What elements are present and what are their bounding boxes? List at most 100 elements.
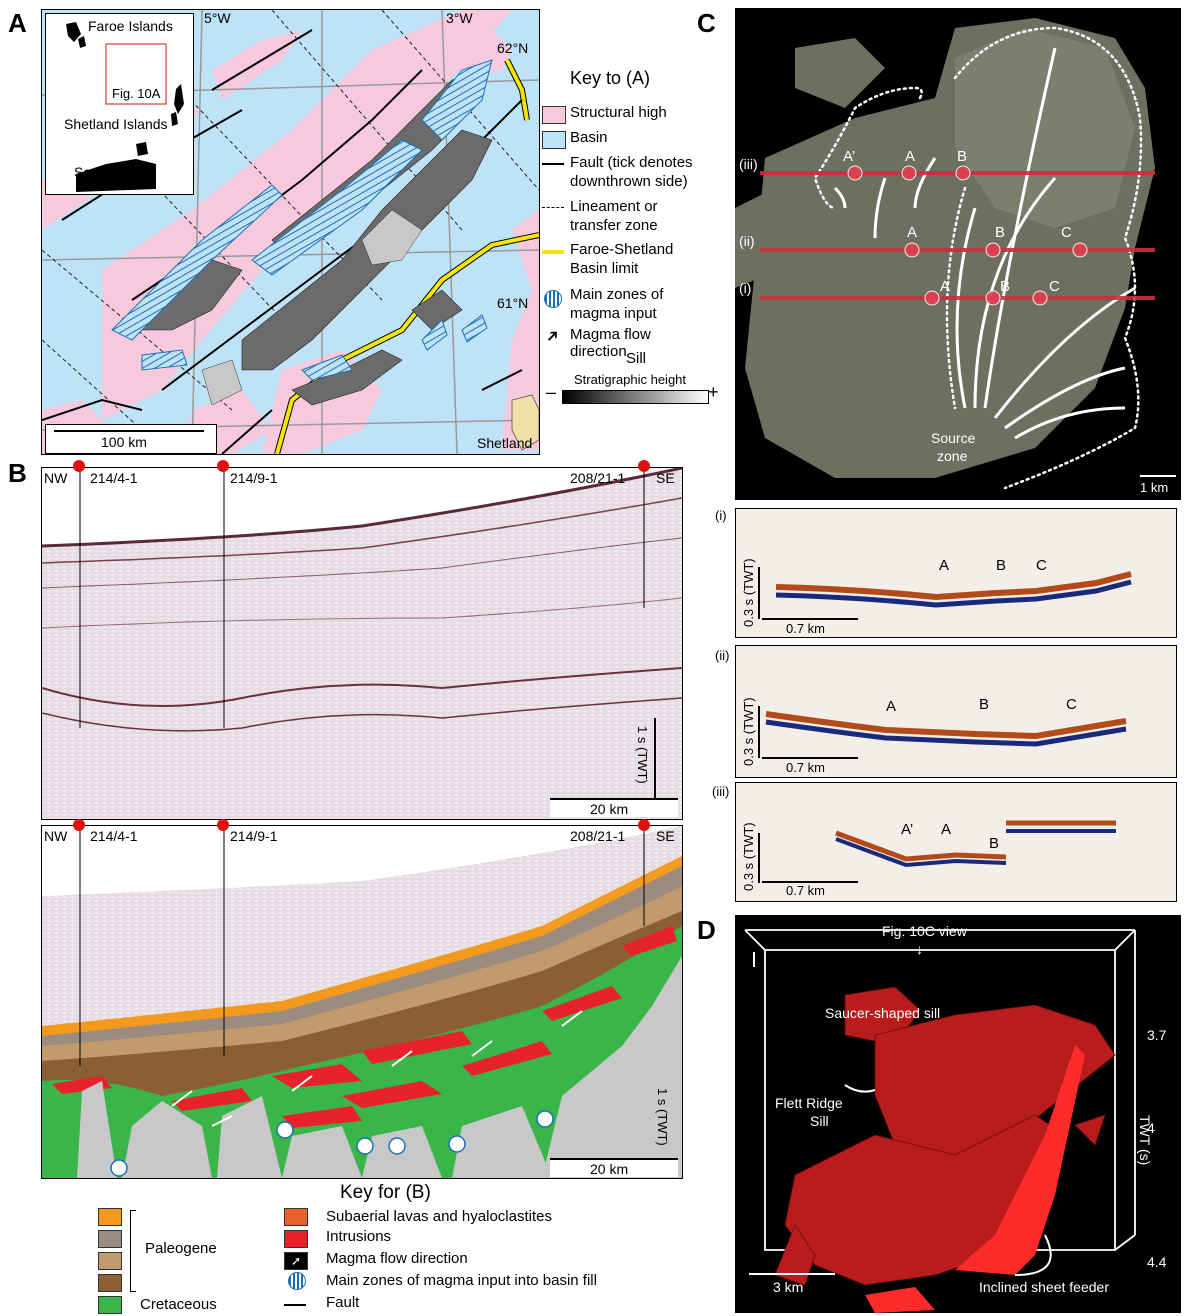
- seismic-raw-se: SE: [656, 470, 675, 486]
- basin-limit-symbol: [542, 250, 564, 254]
- d-view-label: Fig. 10C view: [882, 923, 967, 939]
- magma-input-symbol: [544, 290, 562, 308]
- key-b-intrusions: Intrusions: [326, 1228, 392, 1245]
- seismic-raw-scale: 20 km: [590, 801, 629, 817]
- key-a-fault: Fault (tick denotes: [570, 154, 693, 171]
- key-a-lineament: Lineament or: [570, 198, 658, 215]
- sill-3d-drawing: [744, 929, 1136, 1313]
- map-drawing: [42, 10, 539, 454]
- section-ii-id: (ii): [715, 648, 730, 663]
- key-a-plus: +: [708, 382, 719, 402]
- paleogene-swatch-3: [98, 1252, 122, 1270]
- well-marker: [73, 819, 85, 831]
- section-i-id: (i): [715, 508, 727, 523]
- basin-limit-line: [275, 233, 539, 454]
- inset-shetland: Shetland Islands: [64, 116, 168, 132]
- c-i-c: C: [1049, 278, 1060, 295]
- seismic-interp-nw: NW: [44, 828, 68, 844]
- paleogene-swatch-1: [98, 1208, 122, 1226]
- map-scale-box: 100 km: [45, 424, 217, 454]
- key-a-minus: –: [546, 382, 557, 402]
- c-ii-c: C: [1061, 224, 1072, 241]
- d-tick-44: 4.4: [1147, 1254, 1167, 1270]
- well-marker: [217, 460, 229, 472]
- fault-line-symbol: [284, 1304, 306, 1306]
- lat-61n: 61°N: [497, 295, 529, 311]
- c-scale-label: 1 km: [1140, 480, 1169, 495]
- structural-map: 5°W 3°W 62°N 61°N Shetland 100 km Faroe …: [41, 9, 540, 455]
- flow-arrow-icon: ➚: [284, 1252, 308, 1270]
- c-iii-b: B: [957, 148, 968, 165]
- sec-ii-c: C: [1066, 696, 1077, 713]
- line-ii-label: (ii): [739, 233, 755, 249]
- inset-map: Faroe Islands Fig. 10A Shetland Islands …: [45, 13, 194, 195]
- seismic-interp-well-1: 214/4-1: [90, 828, 138, 844]
- key-a-sill: Sill: [626, 350, 647, 367]
- sec-i-twt: 0.3 s (TWT): [741, 558, 756, 627]
- key-b-magma-input: Main zones of magma input into basin fil…: [326, 1272, 597, 1289]
- key-b-flow: Magma flow direction: [326, 1250, 468, 1267]
- key-a-lineament-2: transfer zone: [570, 217, 658, 234]
- inset-fig: Fig. 10A: [112, 86, 161, 101]
- panel-label-c: C: [697, 8, 716, 38]
- magma-input-icon: [288, 1272, 306, 1290]
- d-saucer-label: Saucer-shaped sill: [825, 1005, 941, 1021]
- key-a-magma-input-2: magma input: [570, 305, 657, 322]
- sec-iii-b: B: [989, 835, 1000, 852]
- seismic-interp-well-3: 208/21-1: [570, 828, 626, 844]
- c-ii-b: B: [995, 224, 1006, 241]
- seismic-subsection-iii: A’ A B 0.3 s (TWT) 0.7 km: [735, 782, 1177, 902]
- key-a-title: Key to (A): [570, 68, 651, 88]
- panel-label-a: A: [8, 8, 27, 38]
- seismic-interp-scale: 20 km: [590, 1161, 629, 1177]
- sec-iii-twt: 0.3 s (TWT): [741, 822, 756, 891]
- key-a-basin-limit-2: Basin limit: [570, 260, 639, 277]
- seismic-raw-nw: NW: [44, 470, 68, 486]
- sec-iii-scale: 0.7 km: [786, 883, 826, 898]
- lava-swatch: [284, 1208, 308, 1226]
- sill-3d-view: Fig. 10C view ↓ Saucer-shaped sill Flett…: [735, 915, 1181, 1313]
- arrow-icon: ➔: [542, 325, 564, 348]
- key-b-lavas: Subaerial lavas and hyaloclastites: [326, 1208, 552, 1225]
- cretaceous-swatch: [98, 1296, 122, 1314]
- down-arrow-icon: ↓: [916, 941, 923, 957]
- sec-i-c: C: [1036, 557, 1047, 574]
- sec-iii-a-prime: A’: [901, 821, 914, 838]
- key-b-paleogene: Paleogene: [145, 1240, 217, 1257]
- seismic-subsection-i: A B C 0.3 s (TWT) 0.7 km: [735, 508, 1177, 638]
- shetland-land: [511, 394, 539, 451]
- paleogene-bracket: [130, 1210, 136, 1292]
- intrusion-swatch: [284, 1230, 308, 1248]
- map-scale-label: 100 km: [101, 434, 147, 450]
- seismic-raw-well-2: 214/9-1: [230, 470, 278, 486]
- key-a-structural-high: Structural high: [570, 104, 667, 121]
- seismic-raw-well-1: 214/4-1: [90, 470, 138, 486]
- key-b: Key for (B) Paleogene Cretaceous Subaeri…: [90, 1180, 690, 1314]
- shetland-label: Shetland: [477, 435, 533, 451]
- seismic-raw-well-3: 208/21-1: [570, 470, 626, 486]
- seismic-section-raw: NW 214/4-1 214/9-1 208/21-1 SE 1 s (TWT)…: [41, 467, 683, 820]
- basin-swatch: [542, 131, 566, 149]
- zone-label: zone: [937, 448, 968, 464]
- key-b-title: Key for (B): [340, 1182, 431, 1203]
- panel-label-d: D: [697, 915, 716, 945]
- seismic-interp-drawing: [42, 826, 682, 1178]
- structural-high-swatch: [542, 106, 566, 124]
- key-a-flow: Magma flow direction: [570, 326, 651, 360]
- section-iii-id: (iii): [712, 784, 730, 799]
- source-label: Source: [931, 430, 976, 446]
- d-tick-4: 4: [1147, 1120, 1155, 1136]
- line-iii-label: (iii): [739, 156, 758, 172]
- d-feeder-label: Inclined sheet feeder: [979, 1279, 1109, 1295]
- sec-ii-a: A: [886, 698, 897, 715]
- key-b-fault: Fault: [326, 1294, 360, 1311]
- seismic-subsection-ii: A B C 0.3 s (TWT) 0.7 km: [735, 645, 1177, 778]
- seismic-raw-drawing: [42, 468, 682, 819]
- sill-attribute-map: (iii) (ii) (i) A’ A B A B C A B C Source…: [735, 8, 1181, 500]
- sec-i-a: A: [939, 557, 950, 574]
- paleogene-swatch-4: [98, 1274, 122, 1292]
- key-a-magma-input: Main zones of: [570, 286, 664, 303]
- seismic-interp-twt: 1 s (TWT): [655, 1088, 670, 1146]
- sec-ii-b: B: [979, 696, 990, 713]
- c-i-a: A: [940, 278, 951, 295]
